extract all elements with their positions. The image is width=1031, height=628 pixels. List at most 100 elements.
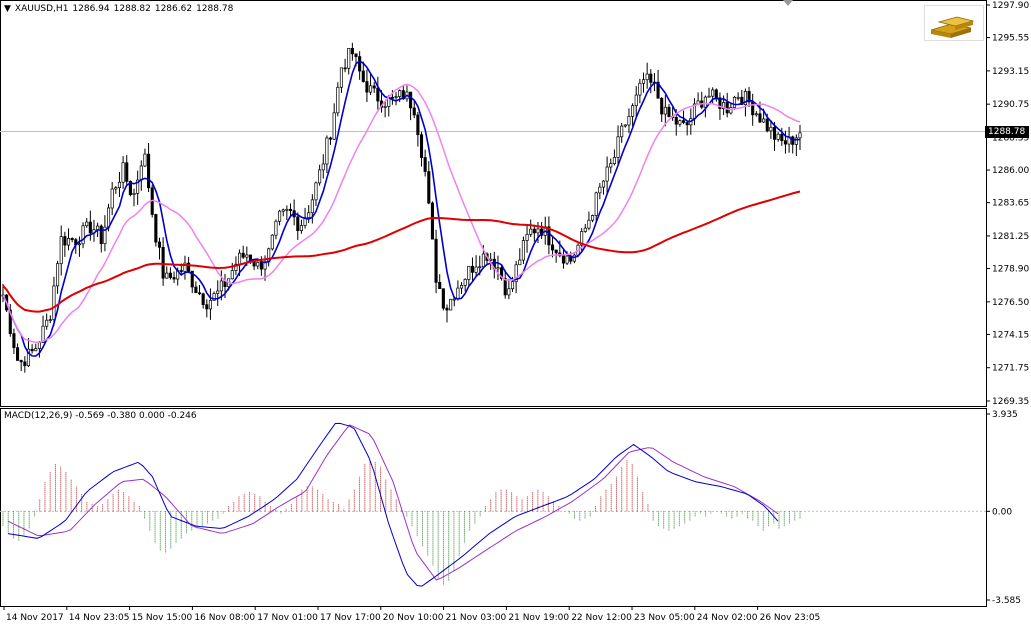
candle-body [751,101,755,116]
candle-body [219,280,223,292]
candle-body [758,113,762,123]
candle-body [154,214,158,243]
price-pane[interactable] [0,0,987,407]
candle-body [678,120,682,125]
candle-body [285,208,289,211]
candle-body [88,221,92,234]
long-ma-line [2,190,801,313]
candle-body [620,125,624,138]
chart-shift-marker[interactable] [783,0,793,6]
candle-body [762,118,766,123]
candle-body [452,298,456,301]
candle-body [281,209,285,212]
candle-body [401,90,405,100]
candle-body [583,227,587,232]
candle-body [110,188,114,209]
candle-body [81,225,85,245]
chevron-down-icon[interactable]: ▼ [4,4,11,14]
candle-body [434,238,438,283]
candle-body [48,319,52,321]
macd-axis-label: 3.935 [992,410,1018,420]
macd-axis-label: -3.585 [992,596,1021,606]
candle-body [470,265,475,273]
candle-body [747,91,751,103]
candle-body [521,240,525,261]
candle-body [419,134,424,158]
candle-body [525,234,529,241]
candle-body [197,292,202,295]
candle-body [347,48,351,69]
time-axis-label: 26 Nov 23:05 [760,613,821,623]
time-axis-label: 21 Nov 19:00 [508,613,569,623]
candle-body [114,187,118,190]
candle-body [310,199,314,214]
candle-body [681,120,686,123]
candle-body [645,73,649,81]
macd-histogram [2,459,801,586]
candle-body [445,307,449,311]
candle-body [190,270,194,288]
candle-body [296,216,300,231]
macd-signal-line [7,424,779,581]
candle-body [722,102,726,109]
candle-body [372,85,376,89]
candle-body [409,91,413,109]
candle-body [270,234,274,250]
candle-body [41,325,45,343]
candle-body [394,96,398,98]
candle-body [481,253,485,268]
candle-body [70,238,74,240]
candle-body [594,192,598,216]
candle-body [649,73,653,83]
price-axis-label: 1295.55 [992,34,1029,44]
candle-body [656,81,660,99]
candle-body [634,94,638,107]
price-axis-label: 1278.90 [992,265,1029,275]
candle-body [321,163,325,171]
candle-body [201,293,205,306]
candle-body [12,333,16,348]
time-axis-label: 21 Nov 03:00 [446,613,507,623]
candle-body [365,81,369,93]
macd-label: MACD(12,26,9) [4,411,73,421]
candle-body [358,56,362,72]
candle-body [157,241,162,248]
candle-body [725,102,729,114]
candle-body [507,288,511,296]
candle-body [56,263,60,287]
time-axis-label: 22 Nov 12:00 [571,613,632,623]
candle-body [354,53,358,57]
candle-body [376,87,380,102]
candle-body [318,169,322,184]
candle-body [641,79,646,84]
candle-body [478,266,482,269]
candle-body [754,113,758,116]
candle-body [307,212,311,219]
candle-body [609,163,613,168]
low-value: 1286.62 [154,4,193,14]
time-axis-label: 23 Nov 05:00 [634,613,695,623]
candle-body [780,133,784,142]
candle-body [23,361,27,367]
candle-body [532,228,536,234]
candle-body [550,244,555,251]
candle-body [30,348,34,352]
macd-pane[interactable] [0,408,987,607]
candle-body [8,309,12,334]
macd-main-line [7,422,779,587]
candle-body [798,132,802,139]
candle-body [288,208,293,212]
candle-body [259,262,263,270]
candle-body [587,219,591,229]
candle-body [398,90,402,97]
candle-body [598,186,602,194]
candle-body [128,181,132,195]
candle-body [16,347,20,361]
candle-body [736,96,740,99]
candle-body [441,288,445,309]
candle-body [390,96,394,99]
candle-body [430,202,434,240]
candle-body [208,300,212,310]
candle-body [256,262,260,267]
